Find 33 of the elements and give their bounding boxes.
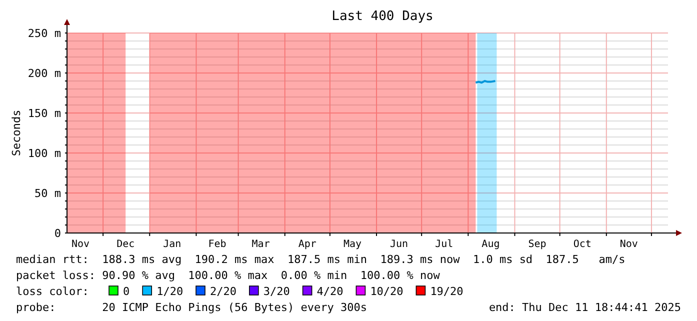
legend-label: 4/20	[316, 285, 344, 298]
y-axis-title: Seconds	[10, 110, 23, 156]
x-tick-label: Apr	[298, 239, 316, 250]
x-tick-label: Sep	[528, 239, 546, 250]
y-tick-label: 150 m	[28, 107, 62, 120]
x-tick-label: Jan	[163, 239, 182, 250]
x-tick-label: Jun	[390, 239, 408, 250]
y-tick-label: 0	[54, 227, 61, 240]
x-tick-label: Aug	[482, 239, 500, 250]
legend-label: 2/20	[210, 285, 236, 298]
legend-label: 1/20	[156, 285, 184, 298]
legend-label: 0	[123, 285, 130, 298]
x-tick-label: Mar	[252, 239, 270, 250]
x-tick-label: May	[343, 239, 362, 250]
y-tick-label: 250 m	[28, 27, 62, 40]
y-tick-label: 50 m	[34, 187, 62, 200]
x-tick-label: Nov	[620, 239, 638, 250]
chart-title: Last 400 Days	[332, 9, 434, 24]
legend-label: 3/20	[263, 285, 290, 298]
text: end: Thu Dec 11 18:44:41 2025	[488, 301, 681, 314]
y-tick-label: 100 m	[28, 147, 62, 160]
legend-label: 10/20	[370, 285, 404, 298]
y-tick-label: 200 m	[28, 67, 62, 80]
text: packet loss: 90.90 % avg 100.00 % max 0.00 % min 100.00 % now	[16, 269, 440, 282]
text: median rtt: 188.3 ms avg 190.2 ms max 187.5 ms min 189.3 ms now 1.0 ms sd 187.5 am/s	[16, 253, 626, 266]
x-tick-label: Oct	[573, 239, 592, 250]
legend-title: loss color:	[16, 285, 89, 298]
text: probe: 20 ICMP Echo Pings (56 Bytes) every 300s	[16, 301, 367, 314]
x-tick-label: Feb	[208, 239, 226, 250]
legend-label: 19/20	[430, 285, 464, 298]
x-tick-label: Dec	[116, 239, 135, 250]
x-tick-label: Nov	[71, 239, 90, 250]
x-tick-label: Jul	[435, 239, 454, 250]
